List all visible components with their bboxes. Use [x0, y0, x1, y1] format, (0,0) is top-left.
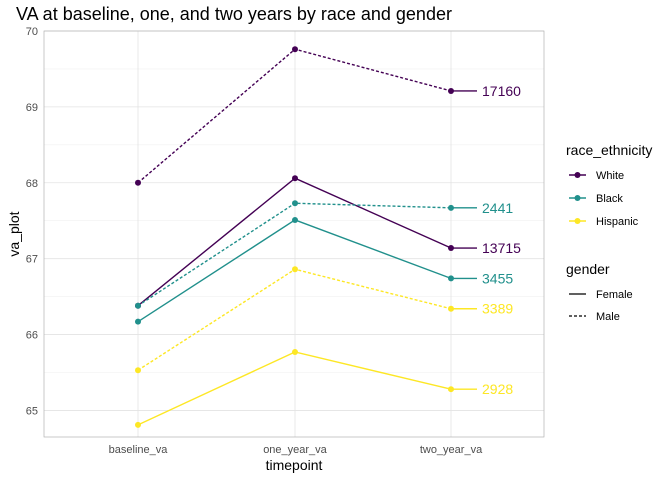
legend-color-title: race_ethnicity: [566, 142, 652, 158]
data-point: [292, 175, 298, 182]
data-point: [292, 46, 298, 53]
series-line-hispanic-female: [137, 351, 452, 426]
y-tick-label: 70: [26, 26, 38, 38]
x-tick-label: two_year_va: [420, 444, 483, 456]
legend-item-female: Female: [596, 289, 633, 301]
y-tick-label: 68: [26, 178, 38, 190]
legend-linetype-title: gender: [566, 261, 610, 277]
end-label: 13715: [482, 240, 521, 256]
y-axis-title: va_plot: [6, 211, 22, 256]
chart-title: VA at baseline, one, and two years by ra…: [16, 4, 452, 24]
end-label: 2928: [482, 381, 513, 397]
legend-key-point: [574, 218, 581, 224]
end-label: 17160: [482, 83, 521, 99]
data-point: [135, 179, 141, 186]
data-point: [292, 349, 298, 356]
end-label: 3389: [482, 301, 513, 317]
plot-panel-border: [43, 30, 545, 438]
data-point: [292, 216, 298, 223]
data-point: [135, 318, 141, 325]
series-line-hispanic-male: [137, 268, 452, 371]
legend-item-male: Male: [596, 311, 620, 323]
y-tick-label: 65: [26, 405, 38, 417]
data-point: [292, 266, 298, 273]
x-tick-label: one_year_va: [263, 444, 327, 456]
series-line-white-female: [137, 177, 452, 307]
data-point: [135, 367, 141, 374]
x-tick-label: baseline_va: [109, 444, 169, 456]
data-point: [135, 302, 141, 309]
data-point: [135, 421, 141, 428]
y-tick-label: 69: [26, 102, 38, 114]
y-tick-label: 67: [26, 254, 38, 266]
y-tick-label: 66: [26, 330, 38, 342]
legend-key-point: [574, 195, 581, 201]
legend: race_ethnicity gender White Black Hispanic…: [566, 142, 652, 323]
end-label: 3455: [482, 270, 513, 286]
legend-item-white: White: [596, 170, 624, 182]
end-label: 2441: [482, 200, 513, 216]
series-line-white-male: [137, 48, 452, 184]
legend-key-point: [574, 172, 581, 178]
legend-item-hispanic: Hispanic: [596, 216, 639, 228]
x-axis-title: timepoint: [266, 457, 323, 473]
legend-item-black: Black: [596, 193, 623, 205]
data-point: [292, 200, 298, 207]
